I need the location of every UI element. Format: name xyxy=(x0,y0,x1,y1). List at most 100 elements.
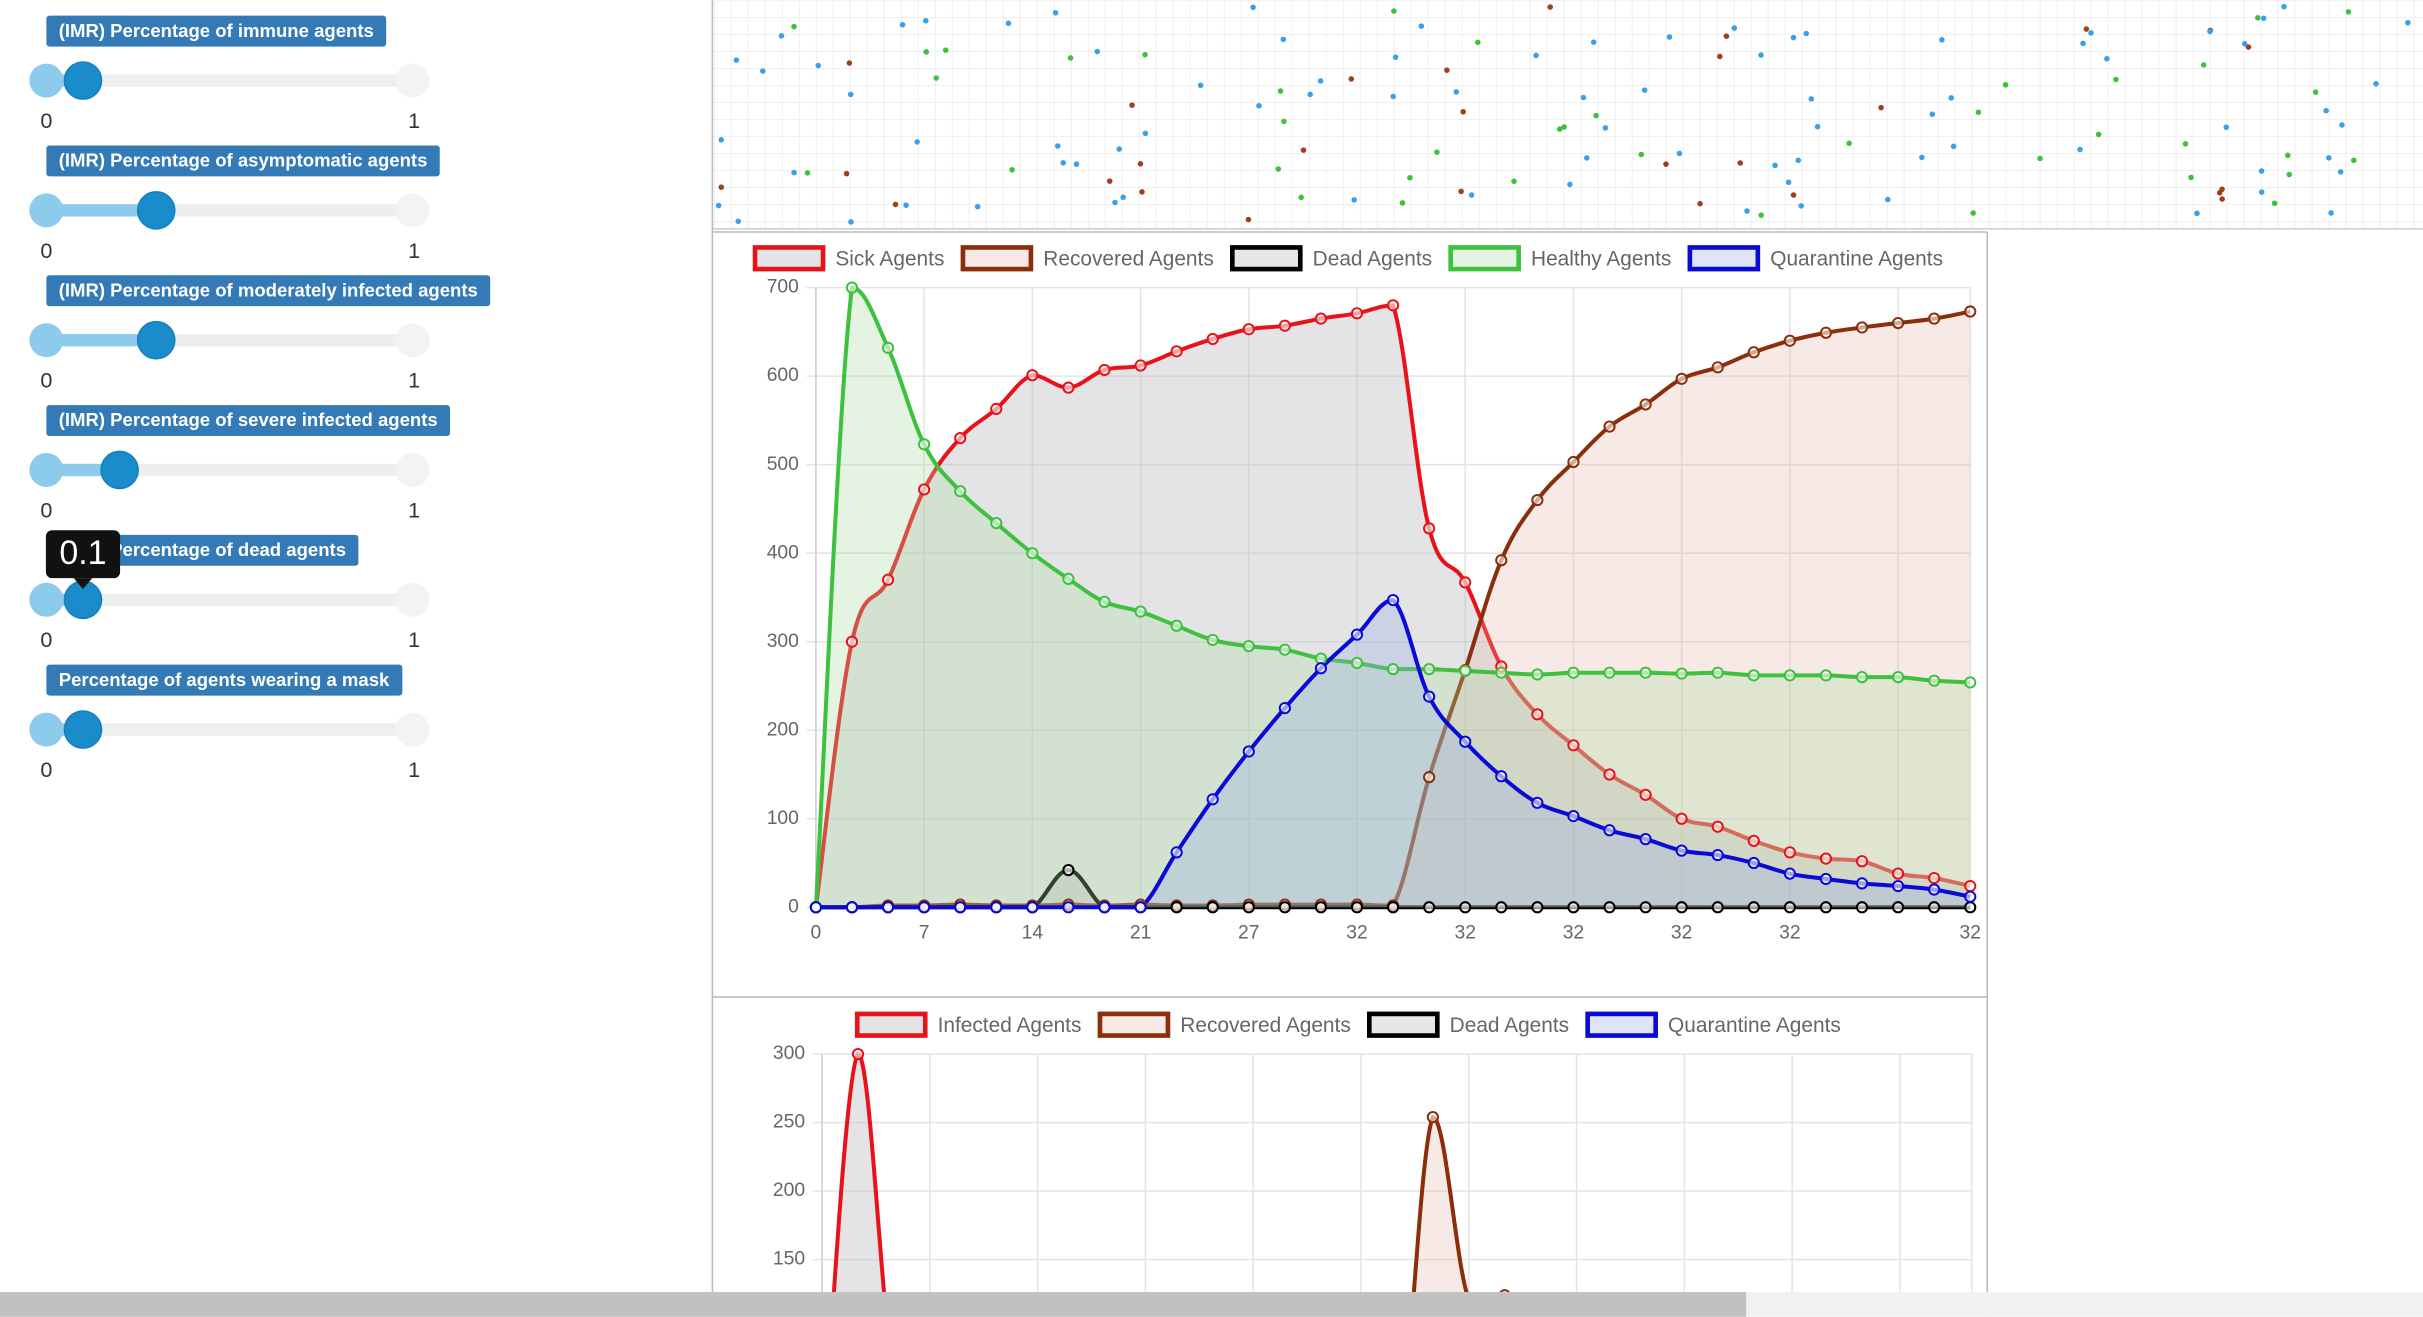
data-point[interactable] xyxy=(1928,901,1941,914)
data-point[interactable] xyxy=(1891,901,1905,914)
legend-label[interactable]: Infected Agents xyxy=(938,1014,1082,1037)
data-point[interactable] xyxy=(1062,381,1075,394)
data-point[interactable] xyxy=(1891,867,1905,880)
data-point[interactable] xyxy=(1495,554,1508,567)
data-point[interactable] xyxy=(1495,901,1508,914)
data-point[interactable] xyxy=(1819,326,1833,339)
data-point[interactable] xyxy=(1603,768,1616,781)
data-point[interactable] xyxy=(1386,594,1400,607)
data-point[interactable] xyxy=(918,901,931,914)
data-point[interactable] xyxy=(1711,820,1724,833)
data-point[interactable] xyxy=(1495,666,1508,679)
data-point[interactable] xyxy=(1891,879,1905,893)
data-point[interactable] xyxy=(954,901,967,914)
data-point[interactable] xyxy=(1783,846,1796,859)
data-point[interactable] xyxy=(1423,771,1436,784)
data-point[interactable] xyxy=(1459,576,1472,589)
data-point[interactable] xyxy=(1531,493,1544,507)
legend-label[interactable]: Quarantine Agents xyxy=(1770,247,1943,270)
data-point[interactable] xyxy=(1062,572,1075,585)
data-point[interactable] xyxy=(954,432,967,445)
data-point[interactable] xyxy=(1314,901,1328,914)
slider-handle[interactable] xyxy=(63,710,103,749)
data-point[interactable] xyxy=(1639,901,1652,914)
data-point[interactable] xyxy=(881,901,895,914)
scrollbar-thumb[interactable] xyxy=(0,1292,1747,1317)
data-point[interactable] xyxy=(1711,361,1724,374)
data-point[interactable] xyxy=(1928,674,1941,687)
data-point[interactable] xyxy=(1170,619,1183,632)
data-point[interactable] xyxy=(1062,901,1075,914)
data-point[interactable] xyxy=(1855,321,1869,334)
legend-label[interactable]: Healthy Agents xyxy=(1531,247,1671,270)
data-point[interactable] xyxy=(1206,901,1219,914)
data-point[interactable] xyxy=(1278,643,1291,656)
data-point[interactable] xyxy=(1459,901,1472,914)
data-point[interactable] xyxy=(845,281,859,294)
data-point[interactable] xyxy=(1891,316,1905,330)
legend-label[interactable]: Dead Agents xyxy=(1313,247,1432,270)
data-point[interactable] xyxy=(1242,901,1255,914)
data-point[interactable] xyxy=(1423,522,1436,535)
slider-track[interactable] xyxy=(46,74,413,87)
data-point[interactable] xyxy=(1819,669,1833,682)
data-point[interactable] xyxy=(1278,319,1291,332)
data-point[interactable] xyxy=(1531,796,1544,809)
data-point[interactable] xyxy=(1639,833,1652,846)
data-point[interactable] xyxy=(1567,455,1580,469)
data-point[interactable] xyxy=(1426,1111,1439,1124)
data-point[interactable] xyxy=(1603,420,1616,433)
data-point[interactable] xyxy=(1747,901,1760,914)
data-point[interactable] xyxy=(1134,359,1147,372)
data-point[interactable] xyxy=(1711,848,1724,862)
slider-handle[interactable] xyxy=(100,450,139,490)
data-point[interactable] xyxy=(1567,739,1580,752)
data-point[interactable] xyxy=(1314,312,1328,325)
data-point[interactable] xyxy=(1386,901,1400,914)
data-point[interactable] xyxy=(1242,640,1255,653)
data-point[interactable] xyxy=(1206,332,1219,346)
data-point[interactable] xyxy=(1747,856,1760,870)
data-point[interactable] xyxy=(1928,312,1941,325)
legend-label[interactable]: Recovered Agents xyxy=(1180,1014,1350,1037)
data-point[interactable] xyxy=(1783,867,1796,880)
data-point[interactable] xyxy=(918,438,931,451)
data-point[interactable] xyxy=(1314,652,1328,665)
data-point[interactable] xyxy=(1170,901,1183,914)
data-point[interactable] xyxy=(1603,666,1616,679)
data-point[interactable] xyxy=(1278,702,1291,715)
data-point[interactable] xyxy=(1459,664,1472,678)
data-point[interactable] xyxy=(851,1047,865,1061)
data-point[interactable] xyxy=(1567,901,1580,914)
data-point[interactable] xyxy=(990,516,1003,530)
slider-track[interactable] xyxy=(46,593,413,606)
slider-handle[interactable] xyxy=(136,191,176,230)
data-point[interactable] xyxy=(1603,901,1616,914)
slider-handle[interactable] xyxy=(136,320,176,360)
data-point[interactable] xyxy=(1350,901,1364,914)
data-point[interactable] xyxy=(1747,834,1760,848)
legend-label[interactable]: Dead Agents xyxy=(1450,1014,1569,1037)
data-point[interactable] xyxy=(845,901,859,914)
data-point[interactable] xyxy=(1711,666,1724,679)
data-point[interactable] xyxy=(1819,852,1833,865)
data-point[interactable] xyxy=(1928,883,1941,896)
data-point[interactable] xyxy=(1964,890,1977,903)
data-point[interactable] xyxy=(1964,305,1977,318)
data-point[interactable] xyxy=(1819,901,1833,914)
legend-label[interactable]: Recovered Agents xyxy=(1043,247,1213,270)
data-point[interactable] xyxy=(1278,901,1291,914)
data-point[interactable] xyxy=(1783,669,1796,682)
data-point[interactable] xyxy=(1639,398,1652,411)
data-point[interactable] xyxy=(1531,668,1544,681)
data-point[interactable] xyxy=(1350,628,1364,641)
data-point[interactable] xyxy=(1350,656,1364,670)
data-point[interactable] xyxy=(1531,708,1544,721)
data-point[interactable] xyxy=(990,402,1003,416)
data-point[interactable] xyxy=(1639,666,1652,679)
data-point[interactable] xyxy=(1747,669,1760,682)
data-point[interactable] xyxy=(1567,666,1580,679)
data-point[interactable] xyxy=(1639,788,1652,801)
data-point[interactable] xyxy=(1206,793,1219,806)
slider-handle[interactable] xyxy=(63,61,103,100)
